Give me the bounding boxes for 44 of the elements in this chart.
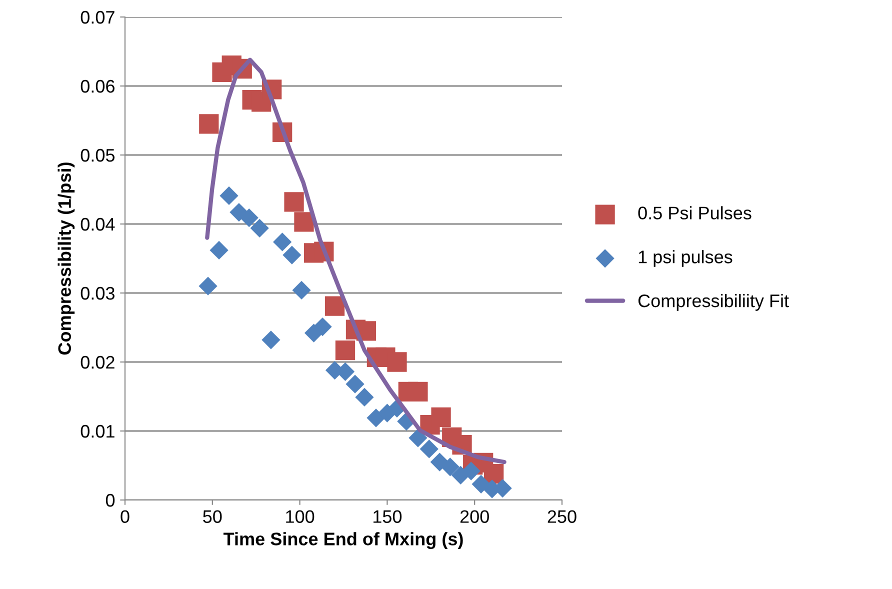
point [199, 114, 219, 134]
point [220, 186, 238, 206]
y-tick-label: 0.02 [80, 356, 114, 369]
point [420, 440, 438, 458]
legend-label: Compressibiliity Fit [638, 294, 789, 311]
point [198, 276, 218, 296]
x-tick-label: 0 [120, 510, 130, 523]
y-tick-label: 0.04 [80, 218, 115, 231]
y-tick-label: 0.03 [80, 286, 114, 300]
x-tick-label: 250 [548, 510, 576, 523]
point [472, 474, 490, 494]
point [324, 296, 345, 316]
y-axis-title: Compressibility (1/psi) [58, 162, 75, 355]
legend-label: 1 psi pulses [638, 250, 732, 267]
point [250, 218, 269, 238]
x-axis-title: Time Since End of Mxing (s) [223, 532, 463, 550]
y-tick-label: 0.05 [80, 148, 115, 162]
y-tick-label: 0.07 [80, 10, 114, 24]
point [431, 407, 451, 428]
x-tick-label: 50 [203, 510, 222, 523]
point [292, 280, 311, 300]
point [240, 208, 258, 228]
point [355, 388, 374, 407]
point [462, 462, 480, 480]
point [282, 246, 302, 264]
point [210, 240, 228, 260]
point [294, 212, 314, 232]
point [284, 192, 304, 212]
point [408, 382, 428, 402]
point [387, 352, 407, 372]
point [335, 340, 356, 360]
point [262, 330, 280, 350]
x-tick-label: 100 [286, 510, 314, 523]
point [408, 428, 428, 448]
point [346, 374, 364, 394]
x-tick-label: 150 [374, 510, 402, 523]
y-tick-label: 0 [106, 494, 115, 507]
y-tick-label: 0.06 [80, 80, 114, 93]
point [313, 317, 332, 336]
point [440, 458, 460, 476]
legend-label: 0.5 Psi Pulses [638, 206, 752, 220]
point [273, 232, 292, 252]
y-tick-label: 0.01 [80, 424, 114, 438]
x-tick-label: 200 [460, 510, 489, 523]
